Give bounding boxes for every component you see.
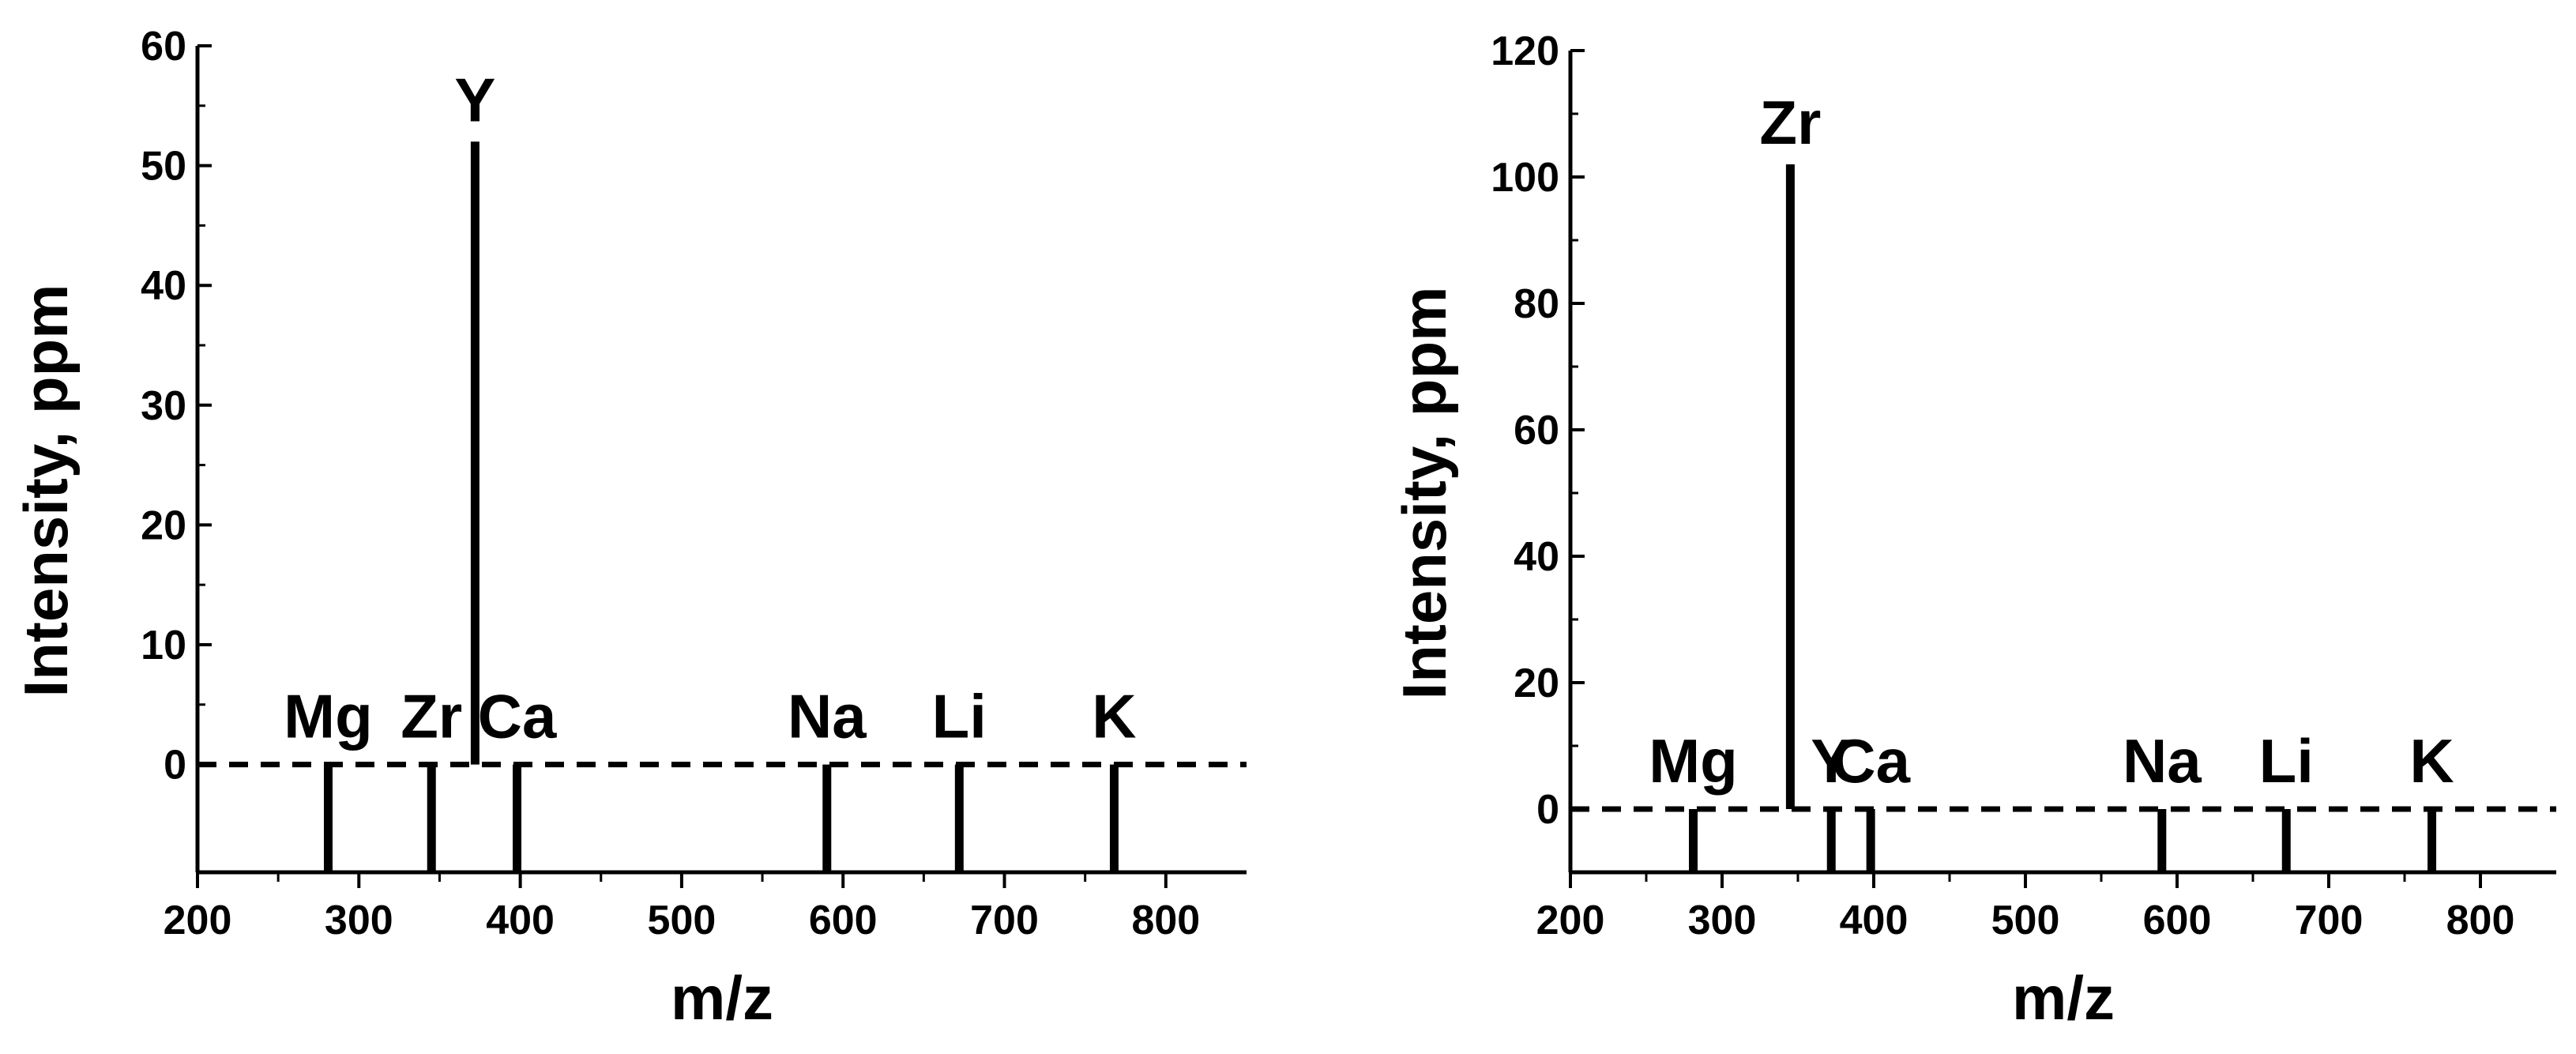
y-axis-title: Intensity, ppm — [11, 284, 81, 698]
y-tick-label: 10 — [141, 623, 186, 668]
peak-label-k: K — [2409, 726, 2454, 796]
x-tick-label: 200 — [164, 898, 232, 943]
x-tick-label: 800 — [2446, 898, 2515, 943]
x-tick-label: 700 — [2295, 898, 2364, 943]
peak-label-ca: Ca — [1831, 726, 1910, 796]
x-tick-label: 400 — [1840, 898, 1908, 943]
y-tick-label: 30 — [141, 383, 186, 429]
y-tick-label: 0 — [1536, 787, 1559, 833]
chart-left: 0 10 20 30 40 50 60 200 300 400 500 600 700 800 Mg Zr Y C… — [11, 24, 1247, 1033]
y-tick-label: 80 — [1514, 281, 1559, 327]
peak-label-zr: Zr — [1759, 88, 1821, 157]
peak-label-li: Li — [2259, 726, 2314, 796]
peak-label-mg: Mg — [1649, 726, 1738, 796]
x-tick-label: 600 — [809, 898, 878, 943]
peak-label-y: Y — [454, 65, 495, 134]
x-tick-label: 300 — [1688, 898, 1757, 943]
x-tick-label: 800 — [1131, 898, 1200, 943]
x-tick-label: 400 — [486, 898, 555, 943]
y-tick-label: 50 — [141, 144, 186, 190]
x-tick-label: 500 — [648, 898, 716, 943]
y-tick-label: 20 — [1514, 661, 1559, 706]
peak-label-na: Na — [788, 682, 867, 751]
y-tick-label: 40 — [1514, 534, 1559, 580]
peak-label-k: K — [1092, 682, 1136, 751]
x-tick-label: 700 — [970, 898, 1039, 943]
x-tick-label: 300 — [325, 898, 393, 943]
peak-label-zr: Zr — [401, 682, 462, 751]
peak-label-ca: Ca — [478, 682, 557, 751]
y-tick-label: 40 — [141, 263, 186, 309]
x-axis-title: m/z — [671, 963, 773, 1033]
peak-label-li: Li — [932, 682, 987, 751]
chart-right: 0 20 40 60 80 100 120 200 300 400 500 600 700 800 Mg Zr… — [1390, 28, 2556, 1033]
peak-label-y: Y — [1811, 726, 1852, 796]
y-tick-label: 60 — [141, 24, 186, 70]
y-tick-label: 120 — [1491, 28, 1559, 74]
x-axis-title: m/z — [2012, 963, 2115, 1033]
y-tick-label: 60 — [1514, 408, 1559, 454]
peak-label-na: Na — [2123, 726, 2202, 796]
x-tick-label: 500 — [1991, 898, 2060, 943]
x-tick-label: 200 — [1536, 898, 1605, 943]
y-axis-title: Intensity, ppm — [1390, 287, 1459, 700]
y-tick-label: 20 — [141, 503, 186, 548]
x-tick-label: 600 — [2143, 898, 2212, 943]
peak-label-mg: Mg — [284, 682, 373, 751]
y-tick-label: 100 — [1491, 155, 1559, 201]
y-tick-label: 0 — [164, 743, 186, 789]
